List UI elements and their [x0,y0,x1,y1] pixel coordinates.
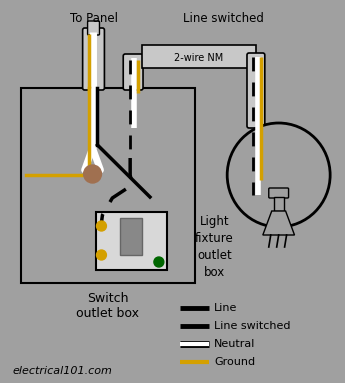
FancyBboxPatch shape [83,28,105,90]
Circle shape [97,221,106,231]
Text: Neutral: Neutral [214,339,256,349]
Text: 2-wire NM: 2-wire NM [174,52,224,62]
Circle shape [227,123,330,227]
FancyBboxPatch shape [142,45,256,68]
Text: Line switched: Line switched [214,321,291,331]
Circle shape [83,165,101,183]
FancyBboxPatch shape [269,188,288,198]
Text: Light
fixture
outlet
box: Light fixture outlet box [195,215,234,279]
FancyBboxPatch shape [120,218,142,255]
Text: Line switched: Line switched [183,11,264,25]
Text: To Panel: To Panel [70,11,118,25]
Text: electrical101.com: electrical101.com [13,366,113,376]
Bar [21,88,195,283]
Polygon shape [263,211,295,235]
Circle shape [154,257,164,267]
FancyBboxPatch shape [274,197,284,211]
Text: Switch
outlet box: Switch outlet box [76,292,139,320]
Circle shape [97,250,106,260]
FancyBboxPatch shape [96,212,167,270]
Text: Line: Line [214,303,238,313]
FancyBboxPatch shape [88,21,99,35]
FancyBboxPatch shape [247,53,265,128]
FancyBboxPatch shape [123,54,143,90]
Text: Ground: Ground [214,357,255,367]
